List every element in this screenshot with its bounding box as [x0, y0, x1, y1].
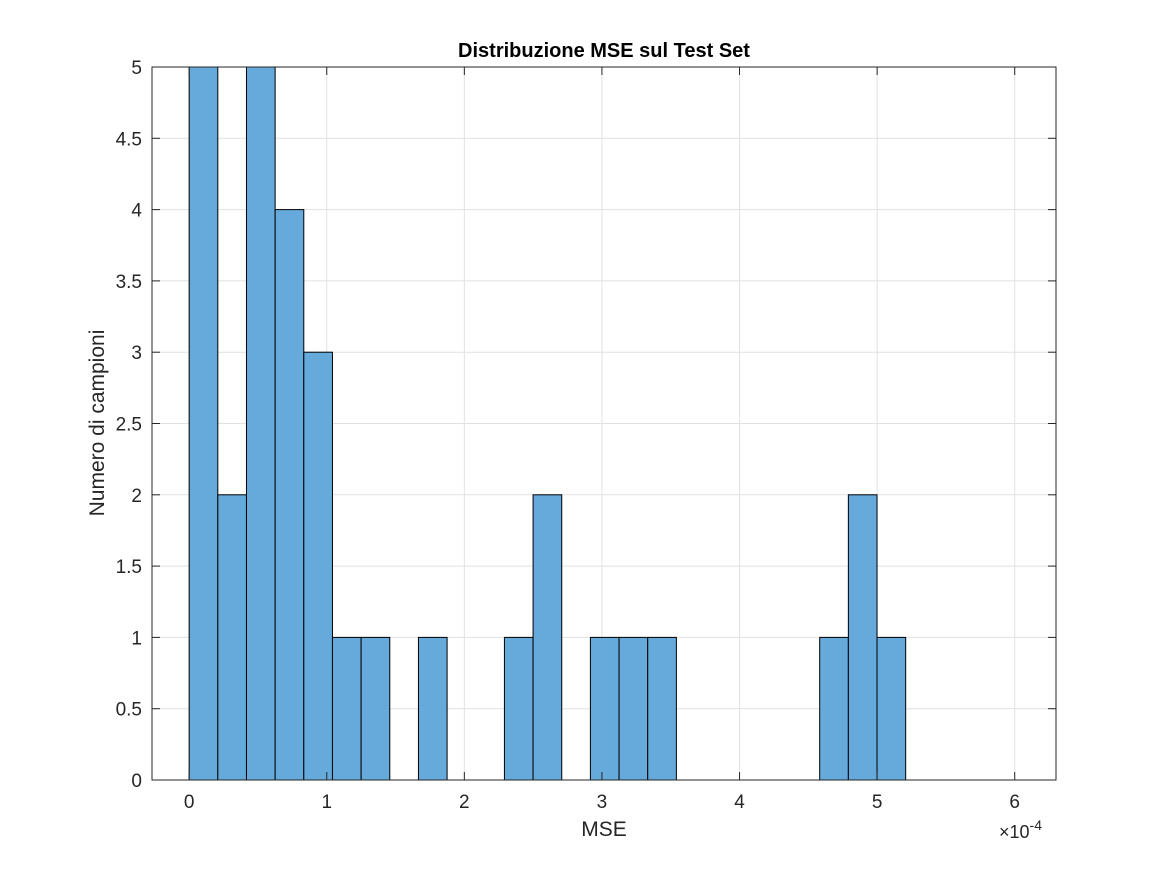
histogram-bar-2: [245, 66, 276, 781]
y-tick-label-1: 0.5: [116, 700, 142, 721]
x-tick-label-0: 0: [184, 792, 195, 813]
histogram-bar-16: [647, 636, 677, 781]
histogram-bar-1: [217, 494, 247, 781]
chart-title: Distribuzione MSE sul Test Set: [458, 40, 750, 62]
histogram-bar-23: [847, 494, 878, 781]
x-axis-label: MSE: [581, 818, 627, 841]
histogram-bar-11: [503, 636, 534, 781]
y-tick-label-8: 4: [131, 201, 142, 222]
y-tick-label-7: 3.5: [116, 272, 142, 293]
y-tick-label-3: 1.5: [116, 557, 142, 578]
histogram-bar-6: [360, 636, 391, 781]
y-tick-label-4: 2: [131, 486, 142, 507]
histogram-bar-5: [331, 636, 362, 781]
x-tick-label-3: 3: [597, 792, 608, 813]
histogram-bar-3: [274, 209, 305, 781]
y-tick-labels: 0 0.5 1 1.5 2 2.5 3 3.5 4 4.5 5: [116, 58, 143, 792]
histogram-bar-8: [417, 636, 448, 781]
x-tick-label-4: 4: [734, 792, 745, 813]
tick-marks: [152, 66, 1056, 781]
y-tick-label-6: 3: [131, 343, 142, 364]
histogram-bar-4: [303, 351, 333, 781]
x-exponent-base: ×10: [999, 822, 1030, 842]
x-tick-label-6: 6: [1009, 792, 1020, 813]
histogram-bar-0: [188, 66, 219, 781]
x-tick-label-5: 5: [872, 792, 883, 813]
y-tick-label-10: 5: [131, 58, 142, 79]
histogram-bar-24: [876, 636, 907, 781]
x-tick-labels: 0 1 2 3 4 5 6: [184, 792, 1020, 813]
histogram-bars: [188, 66, 1049, 781]
x-exponent-power: -4: [1030, 817, 1043, 833]
y-tick-label-2: 1: [131, 628, 142, 649]
histogram-bar-15: [618, 636, 649, 781]
y-axis-label: Numero di campioni: [86, 330, 109, 517]
x-axis-exponent: ×10-4: [999, 817, 1042, 842]
histogram-bar-12: [532, 494, 563, 781]
histogram-bar-22: [819, 636, 849, 781]
histogram-bar-14: [589, 636, 620, 781]
x-tick-label-1: 1: [321, 792, 332, 813]
x-tick-label-2: 2: [459, 792, 470, 813]
y-tick-label-0: 0: [131, 771, 142, 792]
y-tick-label-9: 4.5: [116, 129, 142, 150]
y-tick-label-5: 2.5: [116, 415, 142, 436]
